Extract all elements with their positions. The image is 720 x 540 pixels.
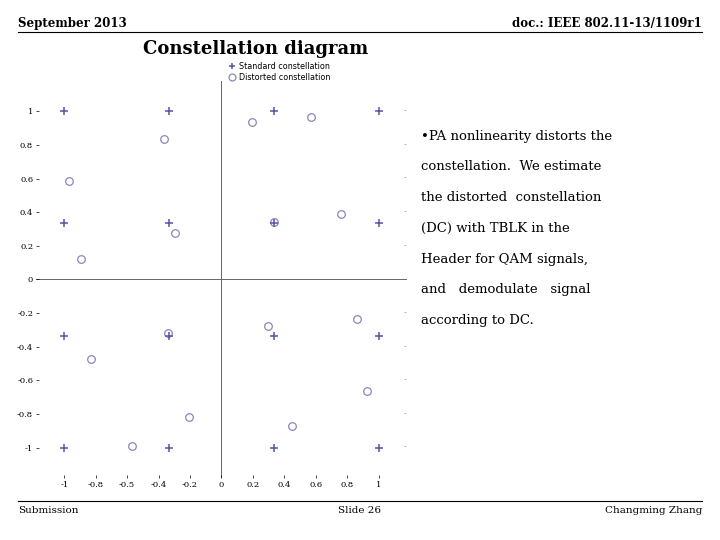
Text: -: - <box>404 107 407 115</box>
Text: -: - <box>404 410 407 418</box>
Text: -: - <box>404 376 407 384</box>
Legend: Standard constellation, Distorted constellation: Standard constellation, Distorted conste… <box>228 61 331 83</box>
Text: Slide 26: Slide 26 <box>338 506 382 515</box>
Text: -: - <box>404 444 407 451</box>
Text: Changming Zhang: Changming Zhang <box>605 506 702 515</box>
Text: doc.: IEEE 802.11-13/1109r1: doc.: IEEE 802.11-13/1109r1 <box>512 17 702 30</box>
Text: (DC) with TBLK in the: (DC) with TBLK in the <box>421 222 570 235</box>
Text: constellation.  We estimate: constellation. We estimate <box>421 160 602 173</box>
Text: Header for QAM signals,: Header for QAM signals, <box>421 253 588 266</box>
Text: -: - <box>404 208 407 216</box>
Text: September 2013: September 2013 <box>18 17 127 30</box>
Text: -: - <box>404 141 407 149</box>
Text: the distorted  constellation: the distorted constellation <box>421 191 602 204</box>
Text: -: - <box>404 242 407 250</box>
Text: -: - <box>404 343 407 350</box>
Text: according to DC.: according to DC. <box>421 314 534 327</box>
Text: Constellation diagram: Constellation diagram <box>143 40 368 58</box>
Text: and   demodulate   signal: and demodulate signal <box>421 284 590 296</box>
Text: -: - <box>404 174 407 183</box>
Text: -: - <box>404 309 407 317</box>
Text: •PA nonlinearity distorts the: •PA nonlinearity distorts the <box>421 130 612 143</box>
Text: Submission: Submission <box>18 506 78 515</box>
